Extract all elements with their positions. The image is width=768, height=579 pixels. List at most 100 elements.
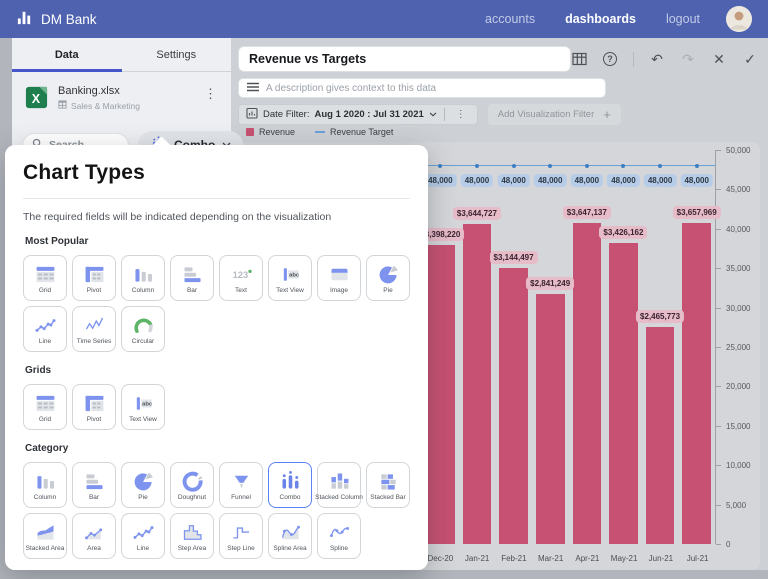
tile-grid: Column Bar Pie Doughnut Funnel Combo Stacked C… xyxy=(23,462,411,559)
description-input[interactable] xyxy=(266,82,597,94)
chart-type-tile-line[interactable]: Line xyxy=(23,306,67,352)
stacked-bar-icon xyxy=(376,469,401,494)
target-point[interactable] xyxy=(474,163,479,168)
tile-label: Image xyxy=(329,286,349,294)
target-point[interactable] xyxy=(511,163,516,168)
date-filter-icon xyxy=(246,107,258,122)
file-menu-kebab-icon[interactable]: ⋮ xyxy=(204,86,217,101)
y-axis-tick: 15,000 xyxy=(715,421,751,431)
avatar[interactable] xyxy=(726,6,752,32)
revenue-bar[interactable] xyxy=(682,222,711,544)
revenue-bar[interactable] xyxy=(572,223,602,544)
target-point[interactable] xyxy=(584,163,589,168)
redo-icon[interactable]: ↷ xyxy=(682,50,694,67)
combo-icon xyxy=(278,469,303,494)
chart-type-tile-image[interactable]: Image xyxy=(317,255,361,301)
editor-toolbar: ? ↶ ↷ ✕ ✓ xyxy=(571,51,758,67)
target-point[interactable] xyxy=(694,163,699,168)
chart-type-tile-combo[interactable]: Combo xyxy=(268,462,312,508)
chart-type-tile-bar[interactable]: Bar xyxy=(72,462,116,508)
chart-type-tile-text-view[interactable]: abc Text View xyxy=(121,384,165,430)
nav-link-logout[interactable]: logout xyxy=(665,12,700,26)
tab-settings[interactable]: Settings xyxy=(156,48,197,61)
target-value-label: 48,000 xyxy=(680,173,713,187)
chart-type-tile-grid[interactable]: Grid xyxy=(23,384,67,430)
chart-types-popover: Chart Types The required fields will be … xyxy=(5,136,428,570)
nav-link-accounts[interactable]: accounts xyxy=(485,12,536,26)
funnel-icon xyxy=(229,469,254,494)
chart-type-tile-area[interactable]: Area xyxy=(72,513,116,559)
chart-type-tile-text[interactable]: 123 Text xyxy=(219,255,263,301)
x-axis-label: Jan-21 xyxy=(464,554,490,563)
data-source-row[interactable]: X Banking.xlsx Sales & Marketing ⋮ xyxy=(12,72,231,115)
chart-type-tile-time-series[interactable]: Time Series xyxy=(72,306,116,352)
chart-column-Apr-21: $3,647,137 48,000 xyxy=(562,150,611,544)
chart-type-tile-stacked-bar[interactable]: Stacked Bar xyxy=(366,462,410,508)
chart-type-sections: Most Popular Grid Pivot Column Bar 123 Text abc… xyxy=(23,236,410,559)
chart-type-tile-column[interactable]: Column xyxy=(23,462,67,508)
tile-label: Circular xyxy=(131,337,155,345)
add-visualization-filter-button[interactable]: Add Visualization Filter + xyxy=(487,104,621,125)
tab-data[interactable]: Data xyxy=(54,48,79,61)
tile-label: Doughnut xyxy=(177,493,207,501)
svg-text:X: X xyxy=(32,92,41,106)
chart-column-May-21: $3,426,162 48,000 xyxy=(599,150,648,544)
legend-item[interactable]: Revenue xyxy=(246,127,295,137)
revenue-bar[interactable] xyxy=(645,327,675,544)
table-grid-icon[interactable] xyxy=(571,51,587,67)
revenue-bar[interactable] xyxy=(462,223,492,544)
chart-type-tile-circular[interactable]: Circular xyxy=(121,306,165,352)
description-field[interactable] xyxy=(238,78,606,98)
chart-type-tile-pivot[interactable]: Pivot xyxy=(72,384,116,430)
date-filter-chip[interactable]: Date Filter: Aug 1 2020 : Jul 31 2021 ⋮ xyxy=(238,104,478,125)
chart-column-Dec-20: $3,398,220 48,000 xyxy=(416,150,465,544)
grid-icon xyxy=(33,262,58,287)
revenue-bar[interactable] xyxy=(535,294,565,544)
chart-type-tile-spline[interactable]: Spline xyxy=(317,513,361,559)
revenue-target-line xyxy=(422,164,715,167)
revenue-value-label: $3,644,727 xyxy=(452,206,501,220)
help-icon[interactable]: ? xyxy=(602,51,618,67)
legend-item[interactable]: Revenue Target xyxy=(315,127,393,137)
chart-type-tile-pie[interactable]: Pie xyxy=(121,462,165,508)
step-line-icon xyxy=(229,520,254,545)
target-value-label: 48,000 xyxy=(607,173,640,187)
target-point[interactable] xyxy=(658,163,663,168)
nav-link-dashboards[interactable]: dashboards xyxy=(565,12,636,26)
chart-type-tile-step-line[interactable]: Step Line xyxy=(219,513,263,559)
tile-label: Pivot xyxy=(86,415,102,423)
y-axis-tick: 5,000 xyxy=(715,500,747,510)
chart-type-tile-step-area[interactable]: Step Area xyxy=(170,513,214,559)
chart-type-tile-pivot[interactable]: Pivot xyxy=(72,255,116,301)
date-filter-kebab-icon[interactable]: ⋮ xyxy=(455,108,466,120)
chart-type-tile-line[interactable]: Line xyxy=(121,513,165,559)
chart-type-tile-doughnut[interactable]: Doughnut xyxy=(170,462,214,508)
svg-text:123: 123 xyxy=(232,270,248,280)
stacked-column-icon xyxy=(327,469,352,494)
chart-type-tile-pie[interactable]: Pie xyxy=(366,255,410,301)
target-point[interactable] xyxy=(438,163,443,168)
chart-type-tile-bar[interactable]: Bar xyxy=(170,255,214,301)
chart-type-tile-stacked-area[interactable]: Stacked Area xyxy=(23,513,67,559)
target-point[interactable] xyxy=(548,163,553,168)
x-axis-label: Jul-21 xyxy=(686,554,709,563)
revenue-value-label: $3,398,220 xyxy=(416,228,465,242)
chart-type-tile-stacked-column[interactable]: Stacked Column xyxy=(315,462,363,508)
revenue-bar[interactable] xyxy=(426,245,455,544)
active-tab-underline xyxy=(12,69,122,72)
chart-type-tile-funnel[interactable]: Funnel xyxy=(219,462,263,508)
legend-label: Revenue Target xyxy=(330,127,394,137)
chart-type-tile-text-view[interactable]: abc Text View xyxy=(268,255,312,301)
chart-type-tile-grid[interactable]: Grid xyxy=(23,255,67,301)
undo-icon[interactable]: ↶ xyxy=(651,50,663,67)
chart-type-tile-spline-area[interactable]: Spline Area xyxy=(268,513,312,559)
sheet-name: Sales & Marketing xyxy=(71,100,140,111)
confirm-icon[interactable]: ✓ xyxy=(744,50,756,67)
visualization-title-input[interactable] xyxy=(238,46,571,72)
chart-y-axis: 50,000 45,000 40,000 35,000 30,000 25,000 20,0… xyxy=(714,146,754,549)
revenue-bar[interactable] xyxy=(609,242,638,544)
chart-type-tile-column[interactable]: Column xyxy=(121,255,165,301)
revenue-bar[interactable] xyxy=(499,267,528,544)
close-icon[interactable]: ✕ xyxy=(713,50,725,67)
target-point[interactable] xyxy=(621,163,626,168)
